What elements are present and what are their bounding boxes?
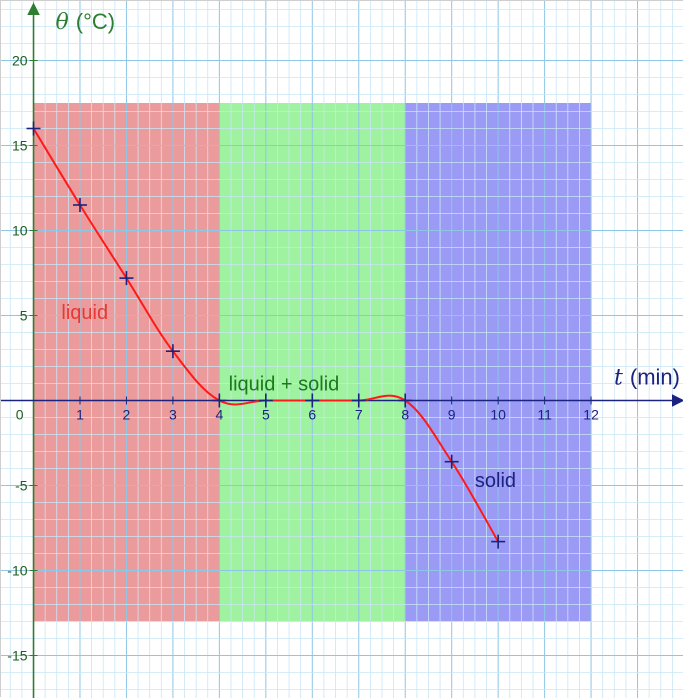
y-tick-label: 15: [12, 138, 28, 154]
x-tick-label: 8: [401, 407, 409, 423]
x-tick-label: 3: [169, 407, 177, 423]
y-tick-label: -10: [7, 563, 27, 579]
x-tick-label: 9: [448, 407, 456, 423]
x-tick-label: 6: [308, 407, 316, 423]
y-axis-symbol: θ: [56, 10, 76, 35]
y-tick-label: -15: [7, 648, 27, 664]
x-axis-symbol: t: [614, 366, 630, 391]
y-tick-label: 5: [20, 308, 28, 324]
data-point: [444, 454, 459, 469]
data-point: [398, 393, 413, 408]
x-tick-label: 1: [76, 407, 84, 423]
x-tick-label: 2: [123, 407, 131, 423]
x-tick-label: 4: [215, 407, 223, 423]
data-point: [212, 393, 227, 408]
x-tick-label: 11: [537, 407, 552, 423]
region-label-0: liquid: [61, 302, 108, 324]
data-point: [119, 271, 134, 286]
data-point: [491, 534, 506, 549]
data-point: [72, 198, 87, 212]
x-axis-unit: (min): [630, 365, 680, 390]
region-label-1: liquid + solid: [229, 373, 340, 395]
x-tick-label: 12: [583, 407, 599, 423]
origin-label: 0: [16, 407, 24, 423]
data-point: [258, 393, 273, 408]
data-point: [165, 344, 180, 359]
x-tick-label: 5: [262, 407, 270, 423]
y-tick-label: 10: [12, 223, 28, 239]
region-label-2: solid: [475, 470, 516, 492]
data-point: [26, 121, 41, 136]
data-point: [305, 393, 320, 408]
y-tick-label: 20: [12, 53, 28, 69]
x-axis-title: t (min): [614, 365, 680, 391]
data-points: [26, 121, 506, 549]
y-axis-title: θ (°C): [56, 9, 116, 35]
data-point: [351, 393, 366, 408]
x-tick-label: 7: [355, 407, 363, 423]
y-tick-label: -5: [15, 478, 28, 494]
x-tick-label: 10: [490, 407, 506, 423]
y-axis-unit: (°C): [76, 9, 115, 34]
